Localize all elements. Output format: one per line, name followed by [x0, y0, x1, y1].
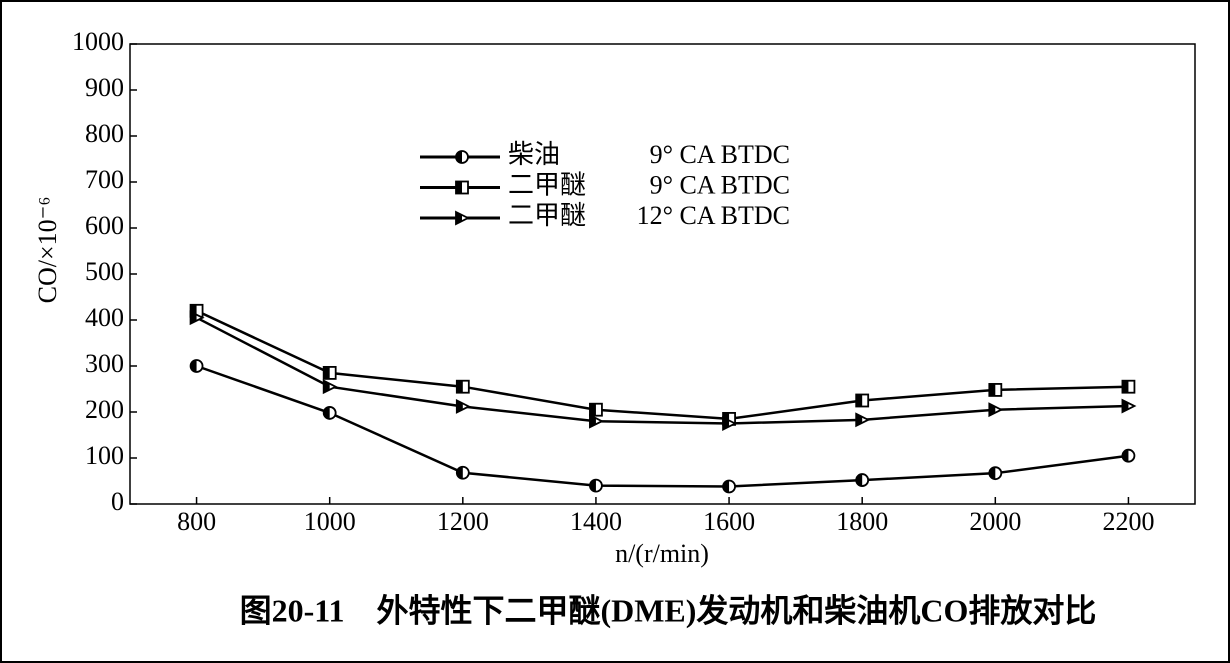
marker-half	[456, 380, 463, 393]
marker	[988, 402, 1004, 418]
marker-half	[323, 380, 330, 393]
marker	[322, 365, 337, 380]
y-tick-label: 400	[85, 303, 124, 332]
marker-half	[456, 400, 463, 413]
y-tick-label: 800	[85, 119, 124, 148]
marker	[1121, 379, 1136, 394]
marker-half	[190, 311, 197, 324]
x-tick-label: 1200	[437, 507, 489, 536]
marker-half	[456, 466, 463, 479]
marker-half	[456, 181, 462, 194]
series-line	[195, 316, 1129, 425]
legend-condition: 9° CA BTDC	[650, 170, 790, 199]
marker-half	[989, 403, 996, 416]
marker	[855, 412, 871, 428]
y-tick-label: 600	[85, 211, 124, 240]
y-axis-label: CO/×10⁻⁶	[33, 197, 62, 304]
marker-half	[989, 467, 996, 480]
marker-half	[456, 212, 462, 224]
marker	[1121, 398, 1137, 414]
y-tick-label: 100	[85, 441, 124, 470]
marker-half	[589, 479, 596, 492]
marker	[189, 359, 204, 373]
marker-half	[456, 151, 462, 163]
marker-half	[856, 413, 863, 426]
marker-half	[989, 383, 996, 396]
marker-half	[723, 480, 730, 493]
y-tick-label: 0	[111, 487, 124, 516]
x-axis-label: n/(r/min)	[615, 539, 709, 568]
x-tick-label: 2000	[969, 507, 1021, 536]
marker	[855, 473, 870, 487]
y-tick-label: 500	[85, 257, 124, 286]
marker	[455, 150, 469, 164]
caption: 图20-11 外特性下二甲醚(DME)发动机和柴油机CO排放对比	[240, 592, 1097, 628]
y-tick-label: 700	[85, 165, 124, 194]
marker	[322, 379, 338, 395]
marker-half	[190, 360, 197, 372]
legend-label: 二甲醚	[508, 170, 586, 199]
x-tick-label: 1400	[570, 507, 622, 536]
marker	[455, 465, 470, 480]
marker-half	[856, 474, 863, 487]
marker	[1121, 448, 1136, 463]
marker	[722, 416, 738, 431]
marker-half	[589, 403, 596, 416]
marker	[455, 379, 470, 394]
marker	[589, 402, 603, 417]
series-line	[196, 364, 1129, 488]
legend-label: 柴油	[508, 140, 560, 169]
marker	[722, 479, 736, 494]
series-line	[196, 309, 1129, 421]
marker-half	[323, 366, 330, 379]
marker	[589, 413, 604, 429]
marker-half	[1122, 449, 1129, 462]
x-tick-label: 800	[177, 507, 216, 536]
y-tick-label: 900	[85, 73, 124, 102]
marker	[455, 180, 469, 195]
marker-half	[190, 304, 197, 317]
marker	[455, 399, 471, 414]
x-tick-label: 1800	[836, 507, 888, 536]
legend-condition: 9° CA BTDC	[650, 140, 790, 169]
marker	[455, 210, 471, 226]
marker	[855, 393, 870, 408]
x-tick-label: 1000	[304, 507, 356, 536]
marker-half	[856, 394, 863, 407]
y-tick-label: 300	[85, 349, 124, 378]
legend-label: 二甲醚	[508, 201, 586, 230]
marker	[322, 406, 337, 420]
marker-half	[323, 406, 330, 419]
marker	[988, 383, 1003, 397]
marker	[189, 310, 205, 326]
x-tick-label: 2200	[1102, 507, 1154, 536]
marker-half	[1122, 380, 1129, 393]
legend-condition: 12° CA BTDC	[637, 201, 790, 230]
marker	[589, 478, 603, 493]
y-tick-label: 1000	[72, 27, 124, 56]
x-tick-label: 1600	[703, 507, 755, 536]
marker	[988, 466, 1003, 481]
marker-half	[723, 417, 730, 430]
y-tick-label: 200	[85, 395, 124, 424]
marker-half	[589, 415, 596, 428]
marker-half	[1122, 400, 1129, 413]
